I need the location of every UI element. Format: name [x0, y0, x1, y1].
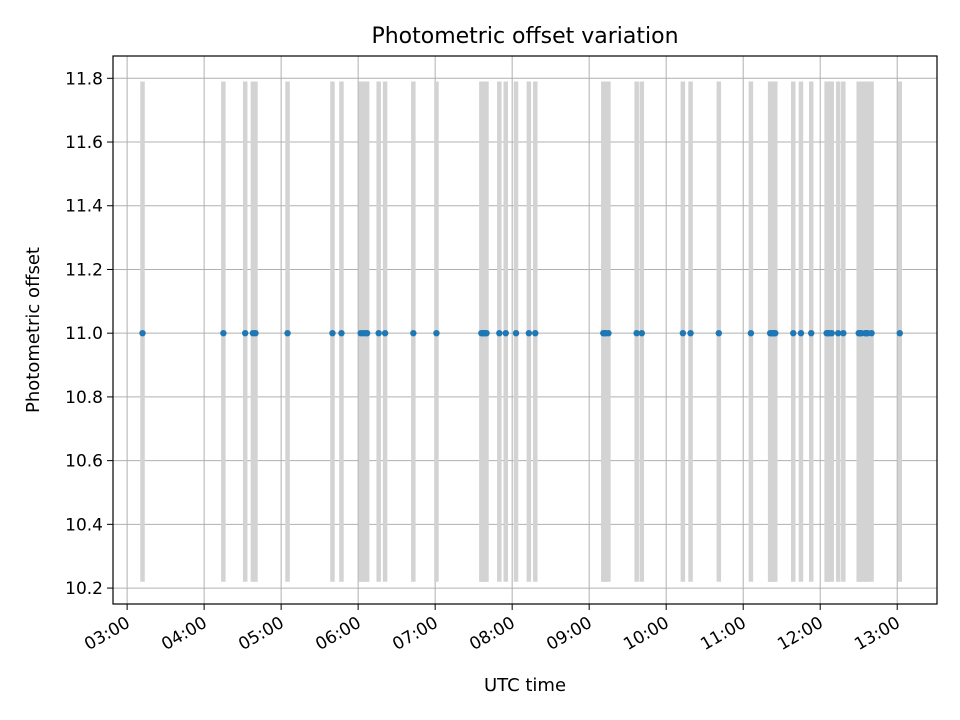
y-tick-label: 11.0: [65, 324, 103, 344]
y-tick-label: 10.2: [65, 579, 103, 599]
data-point: [284, 329, 291, 337]
data-point: [433, 329, 440, 337]
data-point: [525, 329, 533, 337]
data-point: [638, 329, 645, 337]
data-point: [338, 329, 345, 337]
y-tick-label: 11.8: [65, 69, 103, 89]
plot-frame: [112, 55, 938, 605]
data-point: [687, 329, 694, 337]
data-point: [532, 329, 539, 337]
data-point: [252, 329, 259, 337]
data-point: [496, 329, 503, 337]
data-point: [512, 329, 520, 337]
data-point: [834, 329, 842, 337]
y-tick-label: 10.6: [65, 452, 103, 472]
data-point: [828, 329, 835, 337]
chart-title: Photometric offset variation: [371, 24, 678, 49]
data-point: [363, 329, 371, 337]
y-axis-ticks: 10.2 10.4 10.6 10.8 11.0 11.2 11.4 11.6 11.8: [65, 69, 113, 599]
data-point: [241, 329, 249, 337]
data-point: [790, 329, 797, 337]
data-point: [502, 329, 509, 337]
data-point: [808, 329, 815, 337]
y-tick-label: 10.8: [65, 388, 103, 408]
data-point: [679, 329, 687, 337]
data-point: [410, 329, 417, 337]
data-point: [483, 329, 490, 337]
data-point: [605, 329, 612, 337]
data-point: [381, 329, 389, 337]
data-point: [868, 329, 875, 337]
data-point: [220, 329, 227, 337]
data-point: [139, 329, 146, 337]
data-point: [329, 329, 336, 337]
data-points: [139, 329, 903, 337]
data-point: [715, 329, 723, 337]
y-tick-label: 11.4: [65, 197, 103, 217]
y-tick-label: 10.4: [65, 515, 103, 535]
y-tick-label: 11.2: [65, 260, 103, 280]
data-point: [840, 329, 847, 337]
x-axis-label: UTC time: [484, 675, 566, 696]
data-point: [747, 329, 755, 337]
y-axis-label: Photometric offset: [23, 247, 44, 413]
data-point: [797, 329, 805, 337]
data-point: [633, 329, 640, 337]
data-point: [375, 329, 382, 337]
data-point: [896, 329, 903, 337]
data-point: [772, 329, 779, 337]
y-tick-label: 11.6: [65, 133, 103, 153]
